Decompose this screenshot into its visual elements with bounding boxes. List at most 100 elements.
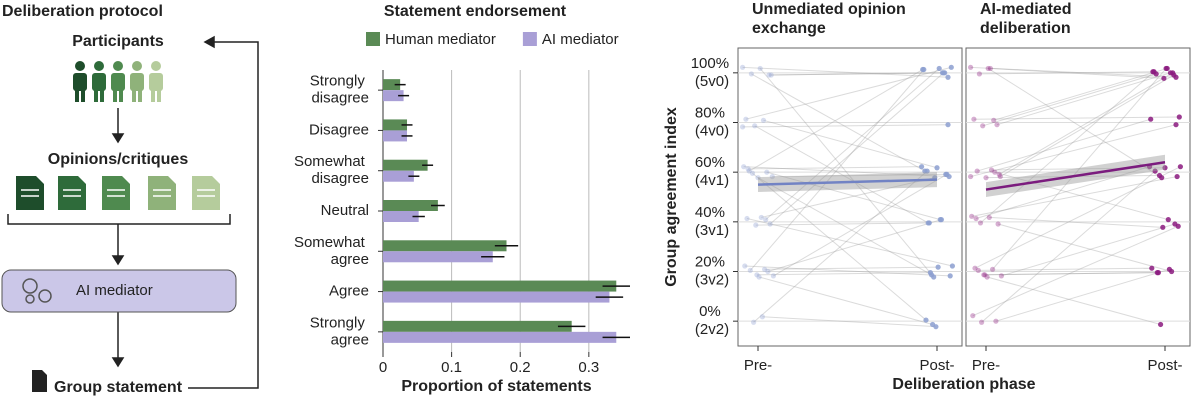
dot xyxy=(988,167,995,173)
dot xyxy=(752,123,758,129)
y-tick-label: Somewhat agree xyxy=(294,234,369,268)
group-link xyxy=(1001,223,1176,277)
x-tick-label: Pre- xyxy=(972,357,1000,374)
y-tick-label: 100% (5v0) xyxy=(691,55,734,90)
dot xyxy=(945,74,951,80)
dot xyxy=(984,274,990,280)
chart-title: Statement endorsement xyxy=(384,3,567,20)
bar xyxy=(383,170,414,182)
group-link xyxy=(973,116,1180,120)
bar xyxy=(383,240,507,252)
dot xyxy=(743,116,749,122)
dot xyxy=(742,263,748,269)
group-link xyxy=(742,124,949,128)
y-tick-label: 60% (4v1) xyxy=(695,154,729,189)
panel-title: AI-mediated deliberation xyxy=(980,1,1076,37)
y-tick-label: 80% (4v0) xyxy=(695,104,729,139)
dot xyxy=(924,168,930,174)
dot xyxy=(998,273,1005,279)
people-icons xyxy=(73,61,163,102)
group-link xyxy=(756,272,931,276)
y-tick-label: 0% (2v2) xyxy=(695,303,729,338)
dot xyxy=(757,65,763,72)
group-link xyxy=(970,124,1177,178)
group-link xyxy=(742,66,949,78)
dot xyxy=(927,270,934,276)
dot xyxy=(753,222,759,228)
dot xyxy=(758,214,764,221)
group-link xyxy=(752,172,927,321)
group-link xyxy=(972,225,1179,317)
group-link xyxy=(768,72,943,76)
diagram-title: Deliberation protocol xyxy=(2,3,163,20)
dot xyxy=(987,65,994,72)
group-link xyxy=(771,72,945,76)
dot xyxy=(1162,165,1168,171)
group-link xyxy=(1000,74,1175,177)
dot xyxy=(945,122,951,128)
dot xyxy=(968,64,974,70)
dot xyxy=(921,66,927,73)
dot xyxy=(935,264,941,270)
document-icons xyxy=(16,176,220,210)
dot xyxy=(977,220,984,226)
dot xyxy=(980,123,986,129)
group-link xyxy=(755,222,930,226)
group-link xyxy=(744,265,951,277)
bar xyxy=(383,200,438,211)
group-link xyxy=(758,276,933,325)
dot xyxy=(926,220,932,226)
group-link xyxy=(997,223,1172,272)
fit-line xyxy=(757,178,938,186)
y-tick-label: Strongly disagree xyxy=(310,73,369,107)
dot xyxy=(760,117,767,123)
bar xyxy=(383,331,617,343)
fit-line xyxy=(985,160,1166,191)
group-link xyxy=(764,266,939,270)
legend-label: Human mediator xyxy=(385,31,496,48)
dot xyxy=(751,319,757,325)
gear-icon xyxy=(22,278,52,304)
dot xyxy=(759,314,766,320)
dot xyxy=(968,173,974,180)
dot xyxy=(1155,270,1161,276)
group-link xyxy=(977,118,1151,172)
x-tick-label: 0.2 xyxy=(510,359,531,376)
dot xyxy=(994,122,1000,128)
group-link xyxy=(759,68,935,278)
group-link xyxy=(987,68,1162,179)
dot xyxy=(944,171,950,177)
group-link xyxy=(981,170,1156,323)
dot xyxy=(1174,173,1180,180)
bar xyxy=(383,320,572,332)
group-link xyxy=(746,218,953,267)
protocol-diagram: Deliberation protocol Participants Opini… xyxy=(1,3,259,396)
dot xyxy=(974,168,980,174)
bar xyxy=(383,211,419,222)
group-link xyxy=(994,171,1169,221)
group-link xyxy=(983,272,1158,276)
group-link xyxy=(749,69,925,271)
dot xyxy=(1166,266,1172,272)
group-link xyxy=(748,166,922,170)
y-tick-label: 20% (3v2) xyxy=(695,253,729,288)
dot xyxy=(942,70,948,76)
dot xyxy=(770,273,777,279)
dot xyxy=(1165,217,1171,223)
group-link xyxy=(753,170,928,323)
group-link xyxy=(974,166,1181,269)
y-tick-label: Somewhat disagree xyxy=(294,153,369,187)
dot xyxy=(1151,69,1157,75)
bar xyxy=(383,90,404,102)
dot xyxy=(982,272,988,278)
dot xyxy=(768,72,774,78)
group-link xyxy=(751,73,926,172)
group-link xyxy=(990,67,1164,79)
group-link xyxy=(762,316,936,328)
dot xyxy=(769,173,775,180)
group-link xyxy=(743,166,950,178)
x-tick-label: 0.1 xyxy=(441,359,462,376)
dot xyxy=(985,65,991,72)
dot xyxy=(767,221,773,227)
dot xyxy=(993,318,999,324)
